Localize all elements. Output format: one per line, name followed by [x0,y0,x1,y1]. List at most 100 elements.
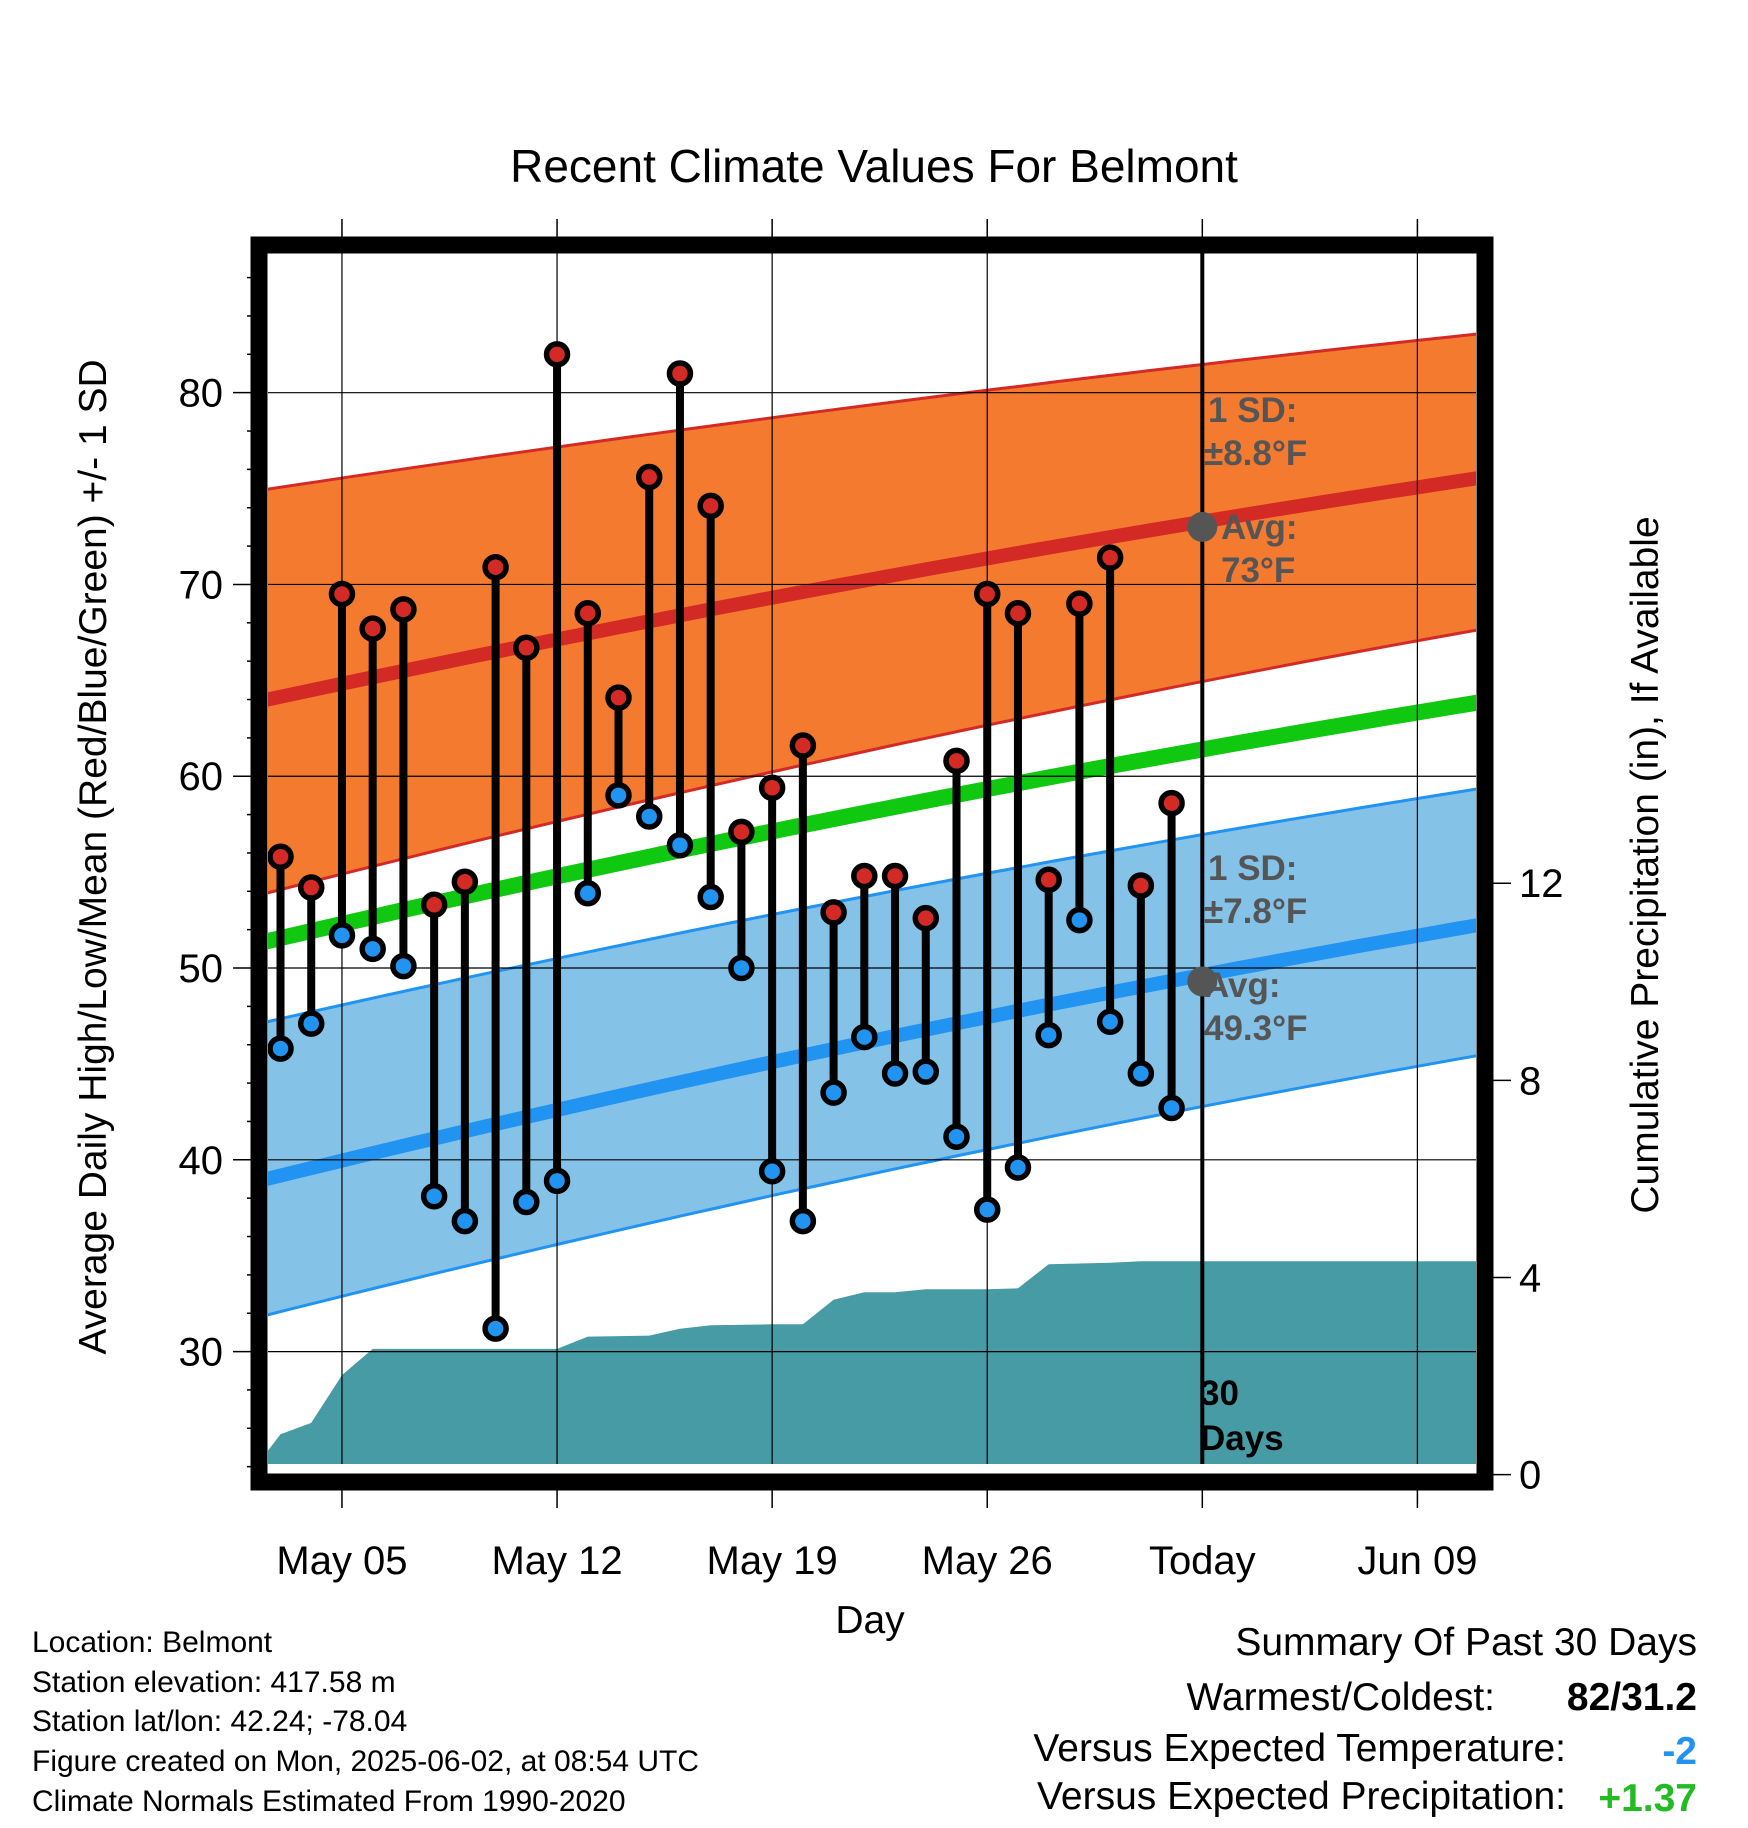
high-sd-band [268,334,1476,893]
daily-low-dot [359,935,386,963]
daily-low-dot [912,1058,940,1085]
daily-high-dot [728,818,755,846]
left-tick-label: 40 [179,1139,224,1183]
left-tick-label: 30 [179,1331,224,1375]
daily-low-dot [328,922,356,949]
right-axis-ticks: 0 4 8 12 [1493,862,1564,1498]
daily-low-dot [513,1188,540,1216]
daily-low-dot [789,1207,817,1235]
daily-high-dot [574,599,602,627]
daily-low-dot [1158,1094,1185,1122]
footer-right: Summary Of Past 30 Days Warmest/Coldest:… [1033,1621,1697,1820]
daily-high-dot [451,868,479,895]
x-tick-label: May 12 [491,1539,622,1583]
daily-high-dot [328,580,356,608]
daily-dots [268,341,1185,1342]
location-text: Location: Belmont [32,1626,273,1659]
daily-low-dot [451,1207,479,1235]
daily-high-dot [513,634,540,661]
bottom-axis-ticks: May 05 May 12 May 19 May 26 Today Jun 09 [276,1490,1477,1583]
daily-high-dot [297,874,325,901]
daily-low-dot [482,1315,509,1342]
days-count-number: 30 [1200,1374,1239,1413]
x-tick-label: Today [1149,1539,1256,1583]
daily-high-dot [1127,872,1155,899]
daily-low-dot [1004,1154,1032,1181]
daily-high-dot [635,463,663,491]
daily-low-dot [758,1158,786,1185]
daily-low-dot [1096,1008,1124,1035]
normal-high-line [268,471,1476,707]
daily-high-dot [1035,866,1062,894]
footer-left: Location: Belmont Station elevation: 417… [32,1626,699,1818]
daily-low-dot [420,1182,448,1210]
left-tick-label: 80 [179,372,224,416]
right-tick-label: 0 [1519,1454,1541,1498]
daily-high-dot [943,747,970,775]
daily-high-dot [482,553,509,581]
daily-low-dot [666,832,694,859]
high-sd-value: ±8.8°F [1204,434,1307,473]
daily-high-dot [973,580,1001,608]
left-axis-ticks: 30 40 50 60 70 80 [179,276,251,1468]
normals-text: Climate Normals Estimated From 1990-2020 [32,1785,626,1818]
right-axis-label: Cumulative Precipitation (in), If Availa… [1624,516,1667,1213]
daily-high-dot [420,891,448,918]
precip-anomaly-value: +1.37 [1598,1777,1697,1820]
daily-high-dot [1096,544,1124,571]
daily-low-dot [728,954,755,982]
daily-low-dot [268,1035,294,1062]
x-axis-label: Day [835,1599,905,1642]
high-sd-band-upper-edge [268,332,1476,491]
daily-high-dot [543,341,571,368]
daily-high-dot [851,862,878,890]
top-axis-ticks [341,219,1419,237]
daily-low-dot [635,803,663,830]
today-low-avg-marker [1187,966,1218,997]
daily-low-dot [1066,906,1093,934]
daily-high-dot [666,360,694,387]
low-sd-band-lower-edge [268,1054,1476,1317]
daily-low-dot [297,1010,325,1037]
warmest-coldest-value: 82/31.2 [1567,1676,1697,1719]
low-sd-label: 1 SD: [1208,849,1297,888]
daily-high-dot [390,596,417,623]
cumulative-precip-area [268,1261,1476,1464]
plot-annotations: 1 SD: ±8.8°F Avg: 73°F 1 SD: ±7.8°F Avg:… [1200,391,1308,1458]
low-avg-value: 49.3°F [1204,1009,1308,1048]
right-tick-label: 12 [1519,862,1564,906]
daily-low-dot [697,883,724,911]
x-tick-label: Jun 09 [1357,1539,1477,1583]
high-sd-label: 1 SD: [1208,391,1297,430]
precip-anomaly-label: Versus Expected Precipitation: [1037,1775,1566,1818]
elevation-text: Station elevation: 417.58 m [32,1666,396,1699]
daily-high-dot [1004,599,1032,627]
days-count-word: Days [1200,1419,1284,1458]
today-high-avg-marker [1187,511,1218,542]
daily-low-dot [820,1079,847,1106]
daily-high-dot [881,862,909,890]
x-tick-label: May 05 [276,1539,407,1583]
daily-low-dot [543,1167,571,1195]
left-axis-label: Average Daily High/Low/Mean (Red/Blue/Gr… [72,359,115,1354]
chart-title: Recent Climate Values For Belmont [510,140,1238,192]
x-tick-label: May 26 [922,1539,1053,1583]
daily-high-dot [1158,789,1185,817]
daily-low-dot [943,1123,970,1151]
daily-low-dot [851,1023,878,1051]
daily-low-dot [390,952,417,980]
left-tick-label: 70 [179,563,224,607]
right-tick-label: 4 [1519,1256,1541,1300]
daily-high-dot [820,899,847,926]
daily-low-dot [881,1060,909,1087]
high-avg-value: 73°F [1221,551,1295,590]
x-tick-label: May 19 [707,1539,838,1583]
daily-high-dot [359,615,386,642]
temp-anomaly-value: -2 [1662,1730,1697,1773]
warmest-coldest-label: Warmest/Coldest: [1187,1676,1495,1719]
daily-low-dot [605,782,632,809]
temp-anomaly-label: Versus Expected Temperature: [1033,1727,1566,1770]
left-tick-label: 50 [179,947,224,991]
created-text: Figure created on Mon, 2025-06-02, at 08… [32,1745,699,1778]
